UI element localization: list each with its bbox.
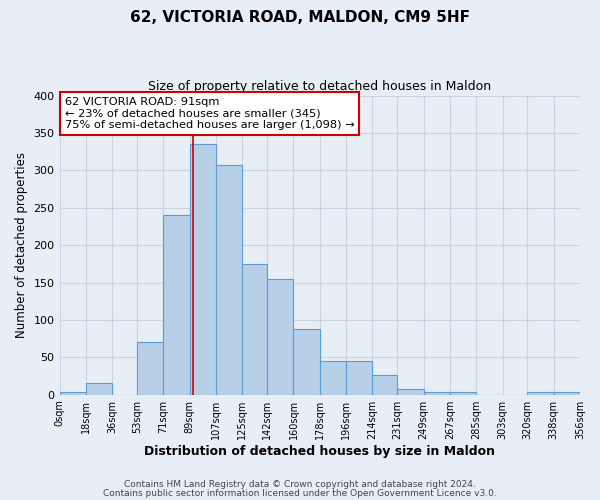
Bar bbox=[424, 392, 450, 394]
Bar bbox=[373, 374, 397, 394]
Bar bbox=[190, 144, 216, 395]
Bar bbox=[267, 279, 293, 394]
Text: Contains HM Land Registry data © Crown copyright and database right 2024.: Contains HM Land Registry data © Crown c… bbox=[124, 480, 476, 489]
Text: Contains public sector information licensed under the Open Government Licence v3: Contains public sector information licen… bbox=[103, 488, 497, 498]
Y-axis label: Number of detached properties: Number of detached properties bbox=[15, 152, 28, 338]
Bar bbox=[450, 392, 476, 394]
Text: 62, VICTORIA ROAD, MALDON, CM9 5HF: 62, VICTORIA ROAD, MALDON, CM9 5HF bbox=[130, 10, 470, 25]
Bar bbox=[137, 342, 163, 394]
Bar bbox=[320, 361, 346, 394]
Bar bbox=[397, 390, 424, 394]
Bar bbox=[242, 264, 267, 394]
Bar bbox=[554, 392, 580, 394]
Bar bbox=[216, 165, 242, 394]
Bar bbox=[346, 361, 373, 394]
Bar bbox=[293, 329, 320, 394]
X-axis label: Distribution of detached houses by size in Maldon: Distribution of detached houses by size … bbox=[144, 444, 495, 458]
Bar bbox=[163, 215, 190, 394]
Bar bbox=[527, 392, 554, 394]
Bar bbox=[86, 384, 112, 394]
Bar bbox=[59, 392, 86, 394]
Title: Size of property relative to detached houses in Maldon: Size of property relative to detached ho… bbox=[148, 80, 491, 93]
Text: 62 VICTORIA ROAD: 91sqm
← 23% of detached houses are smaller (345)
75% of semi-d: 62 VICTORIA ROAD: 91sqm ← 23% of detache… bbox=[65, 97, 355, 130]
